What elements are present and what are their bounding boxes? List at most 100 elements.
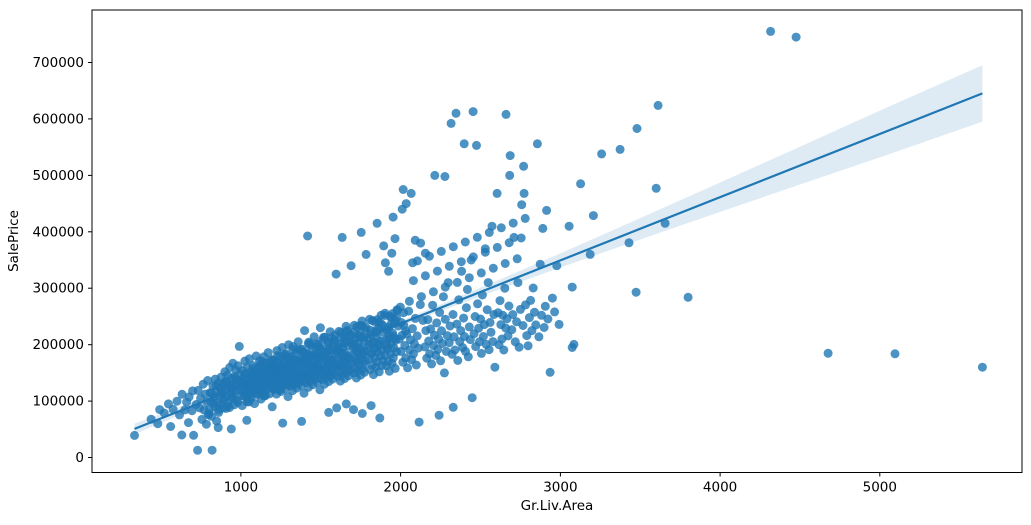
- data-point: [545, 367, 555, 377]
- data-point: [624, 238, 634, 248]
- data-point: [244, 354, 254, 364]
- data-point: [423, 315, 433, 325]
- data-point: [300, 326, 310, 336]
- data-point: [530, 307, 539, 317]
- data-point: [412, 331, 422, 341]
- y-tick-label: 200000: [32, 337, 84, 353]
- data-point: [356, 227, 366, 237]
- data-point: [508, 310, 518, 319]
- data-point: [267, 402, 277, 412]
- data-point: [130, 430, 139, 440]
- data-point: [452, 277, 462, 287]
- data-point: [420, 271, 430, 281]
- data-point: [523, 341, 533, 351]
- data-point: [464, 273, 474, 283]
- data-point: [341, 399, 351, 409]
- y-tick-label: 100000: [32, 394, 84, 410]
- data-point: [505, 151, 515, 161]
- data-point: [434, 410, 444, 420]
- data-point: [369, 344, 379, 354]
- data-point: [791, 32, 801, 42]
- data-point: [512, 254, 522, 264]
- data-point: [977, 362, 987, 372]
- data-point: [588, 211, 598, 221]
- data-point: [295, 374, 305, 383]
- data-point: [204, 409, 214, 419]
- data-point: [380, 258, 390, 268]
- x-tick-label: 5000: [863, 480, 897, 496]
- data-point: [432, 266, 442, 276]
- data-point: [576, 179, 586, 189]
- data-point: [547, 293, 557, 303]
- data-point: [516, 233, 526, 243]
- data-point: [303, 231, 313, 241]
- data-point: [460, 237, 470, 247]
- data-point: [412, 256, 422, 266]
- data-point: [436, 246, 446, 256]
- data-point: [413, 343, 423, 353]
- data-point: [193, 445, 203, 455]
- data-point: [585, 249, 595, 259]
- data-point: [653, 100, 663, 110]
- data-point: [384, 266, 394, 276]
- data-point: [428, 300, 438, 310]
- data-point: [427, 359, 437, 369]
- data-point: [499, 345, 509, 355]
- data-point: [532, 139, 542, 149]
- data-point: [332, 359, 342, 369]
- data-point: [462, 284, 472, 294]
- data-point: [459, 313, 469, 323]
- data-point: [346, 261, 356, 271]
- data-point: [615, 144, 625, 154]
- data-point: [492, 188, 502, 198]
- data-point: [189, 430, 199, 440]
- x-tick-label: 2000: [383, 480, 417, 496]
- regression-line: [134, 92, 983, 430]
- data-point: [242, 415, 252, 425]
- data-point: [448, 402, 458, 412]
- data-point: [226, 424, 236, 434]
- data-point: [496, 223, 506, 233]
- data-point: [484, 228, 494, 237]
- data-point: [500, 259, 510, 268]
- data-point: [492, 242, 502, 252]
- data-point: [206, 388, 216, 398]
- data-point: [214, 405, 223, 415]
- data-point: [433, 345, 443, 354]
- data-point: [388, 212, 398, 222]
- data-point: [468, 107, 478, 117]
- data-point: [408, 276, 418, 286]
- data-point: [382, 339, 392, 349]
- y-tick-label: 0: [75, 450, 84, 466]
- data-point: [415, 300, 425, 310]
- data-point: [542, 205, 552, 215]
- data-point: [172, 396, 182, 406]
- data-point: [226, 381, 235, 390]
- data-point: [399, 308, 408, 318]
- data-point: [534, 332, 544, 342]
- data-point: [177, 430, 187, 440]
- data-point: [446, 118, 456, 128]
- data-point: [473, 299, 483, 309]
- data-point: [514, 342, 524, 352]
- data-point: [440, 172, 450, 181]
- data-point: [424, 251, 434, 261]
- data-point: [451, 108, 461, 118]
- data-point: [193, 385, 203, 395]
- data-point: [484, 345, 494, 355]
- data-point: [513, 278, 523, 288]
- data-point: [293, 337, 303, 347]
- data-point: [387, 248, 397, 258]
- data-point: [278, 418, 288, 428]
- data-point: [452, 319, 462, 329]
- data-point: [683, 292, 693, 302]
- data-point: [428, 287, 438, 297]
- data-point: [490, 362, 500, 372]
- data-point: [567, 282, 577, 292]
- data-point: [401, 326, 411, 336]
- data-point: [375, 413, 385, 423]
- data-point: [539, 323, 549, 332]
- data-point: [218, 395, 228, 405]
- data-point: [517, 200, 527, 210]
- data-point: [518, 321, 528, 330]
